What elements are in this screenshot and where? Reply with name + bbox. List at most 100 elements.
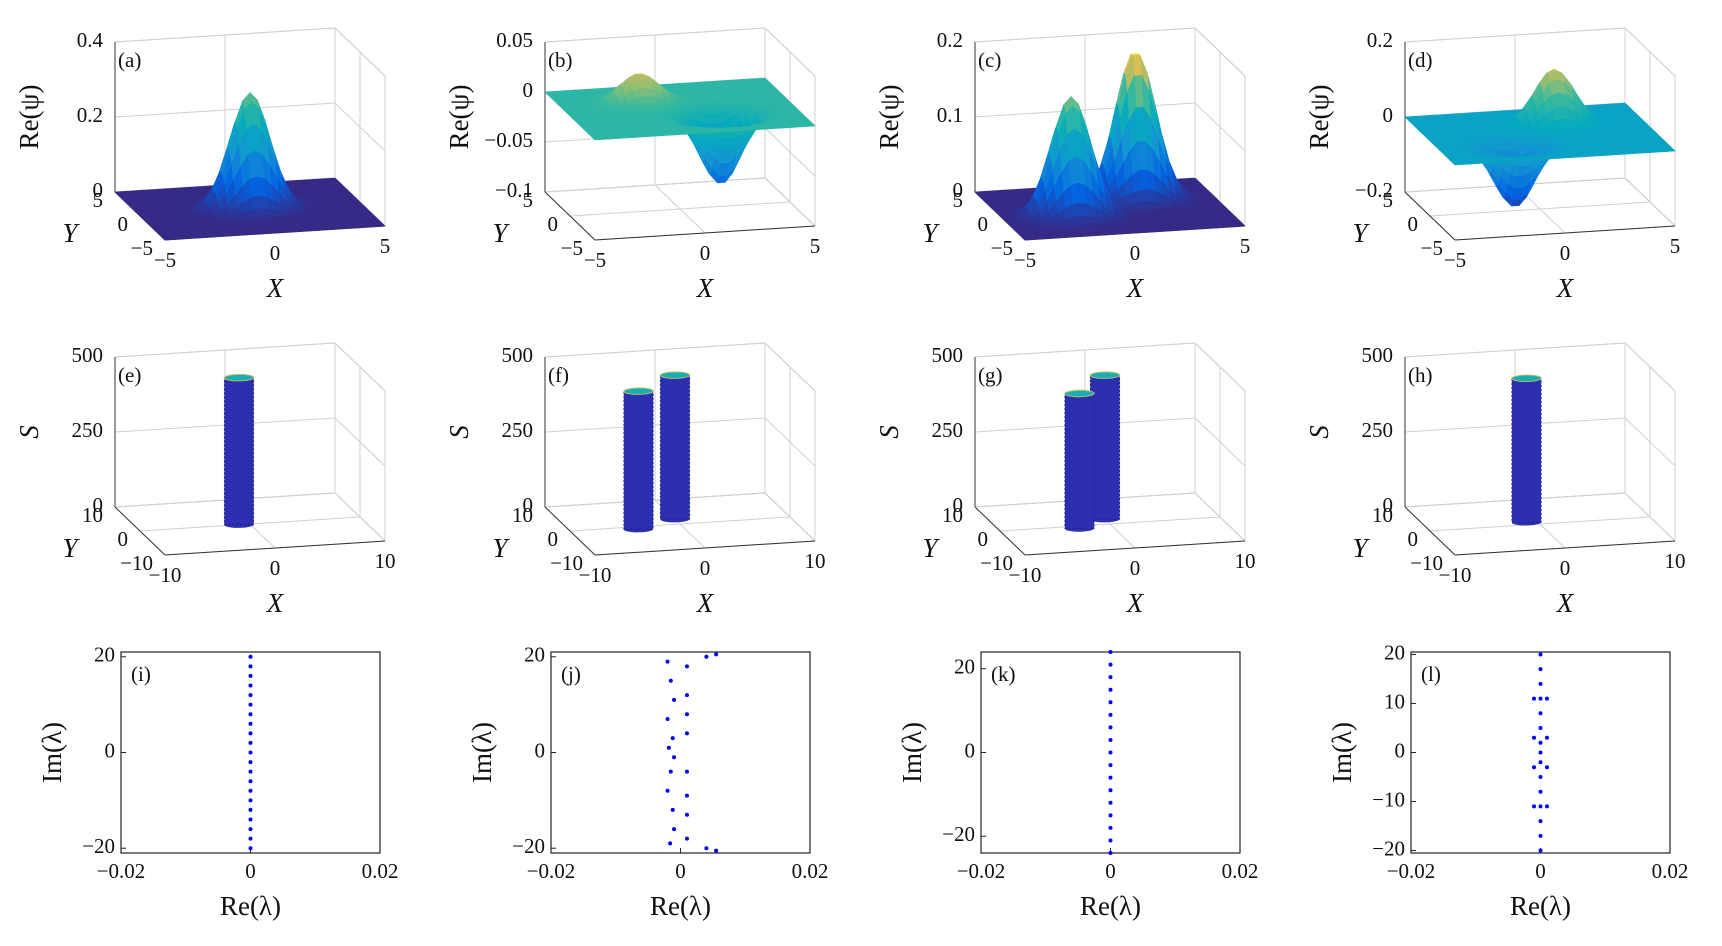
- point: [1545, 765, 1549, 769]
- point: [685, 813, 689, 817]
- x-axis-label: Re(λ): [1080, 891, 1141, 921]
- y-tick-label: 0: [118, 527, 129, 551]
- x-tick-label: 5: [1240, 234, 1251, 258]
- z-tick-label: −0.05: [484, 128, 533, 152]
- point: [1539, 711, 1543, 715]
- point: [1109, 713, 1113, 717]
- panel-label: (f): [548, 363, 569, 387]
- panel-label: (a): [118, 48, 141, 72]
- point: [249, 779, 253, 783]
- z-axis-label: S: [874, 425, 904, 439]
- y-axis-label: Im(λ): [1327, 722, 1357, 783]
- z-axis-label: S: [1304, 425, 1334, 439]
- y-axis-label: Y: [492, 218, 510, 248]
- x-axis-label: X: [1556, 273, 1575, 303]
- point: [1109, 725, 1113, 729]
- column-side: [660, 375, 689, 519]
- y-tick-label: 5: [1383, 188, 1394, 212]
- x-tick-label: 0.02: [792, 859, 829, 883]
- z-tick-label: 250: [1362, 418, 1394, 442]
- point: [249, 664, 253, 668]
- point: [714, 652, 718, 656]
- x-tick-label: 0.02: [1652, 859, 1689, 883]
- x-tick-label: 0.02: [1222, 859, 1259, 883]
- panel-label: (e): [118, 363, 141, 387]
- z-tick-label: 0: [1383, 103, 1394, 127]
- panel-label: (g): [978, 363, 1003, 387]
- column-top: [1512, 375, 1541, 381]
- point: [685, 794, 689, 798]
- z-axis-label: Re(ψ): [444, 85, 474, 150]
- column-side: [1065, 394, 1094, 529]
- z-tick-label: 500: [1362, 343, 1394, 367]
- x-axis-label: X: [1556, 588, 1575, 618]
- z-axis-label: Re(ψ): [874, 85, 904, 150]
- y-tick-label: 20: [1384, 640, 1405, 664]
- surface-cell: [1023, 238, 1032, 240]
- y-axis-label: Y: [1352, 533, 1370, 563]
- axis-line: [1025, 541, 1245, 555]
- z-tick-label: 500: [502, 343, 534, 367]
- y-tick-label: 5: [93, 188, 104, 212]
- x-tick-label: 0: [675, 859, 686, 883]
- x-tick-label: −0.02: [527, 859, 576, 883]
- y-axis-label: Im(λ): [37, 722, 67, 783]
- point: [249, 827, 253, 831]
- point: [704, 655, 708, 659]
- axis-line: [165, 541, 385, 555]
- z-tick-label: 0.2: [77, 103, 103, 127]
- z-tick-label: 0.2: [937, 28, 963, 52]
- column: [1065, 390, 1094, 531]
- column: [624, 388, 653, 532]
- x-tick-label: 0: [270, 556, 281, 580]
- x-tick-label: −5: [154, 248, 176, 272]
- panel: −0.0200.02−20020Re(λ)Im(λ)(i): [37, 643, 398, 922]
- z-axis-label: Re(ψ): [14, 85, 44, 150]
- y-tick-label: 10: [942, 503, 963, 527]
- point: [249, 760, 253, 764]
- point: [1539, 760, 1543, 764]
- point: [1109, 826, 1113, 830]
- point: [249, 731, 253, 735]
- axis-line: [1455, 226, 1675, 240]
- column-side: [1090, 375, 1119, 519]
- panel: 00.20.4−505−505XYRe(ψ)(a): [14, 28, 390, 303]
- x-tick-label: −10: [149, 563, 182, 587]
- grid-line: [570, 202, 790, 216]
- point: [672, 827, 676, 831]
- point: [714, 849, 718, 853]
- point: [1539, 819, 1543, 823]
- column-top: [224, 375, 253, 381]
- y-tick-label: 0: [1408, 212, 1419, 236]
- y-tick-label: 5: [953, 188, 964, 212]
- panel-label: (i): [131, 662, 151, 686]
- surface-cell: [593, 138, 602, 140]
- x-tick-label: 0: [1105, 859, 1116, 883]
- y-tick-label: 0: [978, 212, 989, 236]
- panel-label: (l): [1421, 662, 1441, 686]
- point: [672, 698, 676, 702]
- z-axis-label: Re(ψ): [1304, 85, 1334, 150]
- x-tick-label: 0: [700, 241, 711, 265]
- y-tick-label: −10: [120, 551, 153, 575]
- point: [669, 679, 673, 683]
- point: [1109, 813, 1113, 817]
- x-tick-label: −0.02: [1387, 859, 1436, 883]
- y-tick-label: 5: [523, 188, 534, 212]
- point: [249, 789, 253, 793]
- x-tick-label: −0.02: [957, 859, 1006, 883]
- x-axis-label: Re(λ): [650, 891, 711, 921]
- y-axis-label: Y: [922, 218, 940, 248]
- z-tick-label: 0.2: [1367, 28, 1393, 52]
- y-tick-label: −10: [1410, 551, 1443, 575]
- point: [1532, 736, 1536, 740]
- point: [1109, 763, 1113, 767]
- z-tick-label: 0.05: [496, 28, 533, 52]
- y-tick-label: 20: [94, 643, 115, 667]
- panel: −0.0200.02−20−1001020Re(λ)Im(λ)(l): [1327, 640, 1688, 921]
- point: [249, 846, 253, 850]
- point: [1532, 697, 1536, 701]
- y-tick-label: 0: [548, 527, 559, 551]
- x-tick-label: 10: [805, 549, 826, 573]
